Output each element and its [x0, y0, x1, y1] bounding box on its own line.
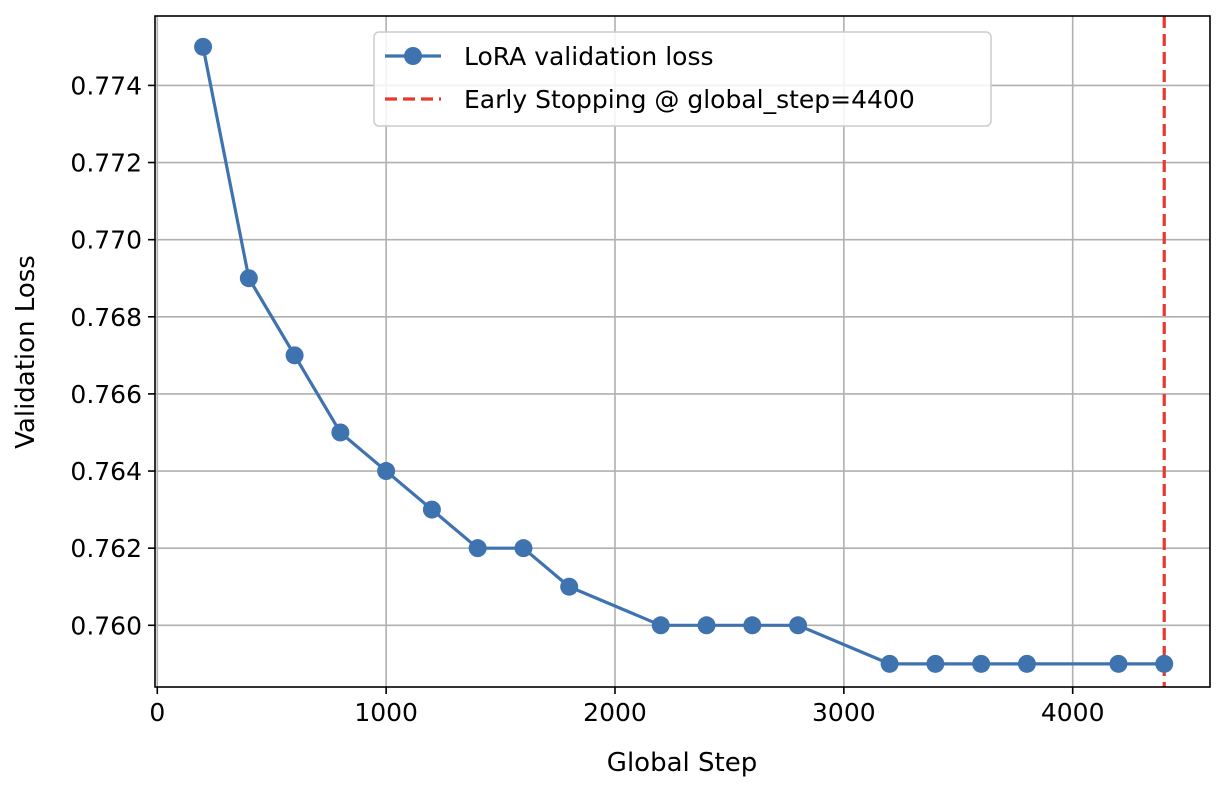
y-tick-label: 0.770	[70, 226, 142, 255]
data-point	[560, 577, 579, 596]
plot-frame	[154, 15, 1211, 688]
data-point	[331, 423, 350, 442]
legend-box	[373, 31, 992, 127]
data-point	[514, 539, 533, 558]
data-point	[239, 269, 258, 288]
y-tick-label: 0.762	[70, 534, 142, 563]
series-line	[201, 46, 1165, 666]
legend-early-stopping-label: Early Stopping @ global_step=4400	[464, 85, 915, 114]
legend-series-marker	[404, 47, 422, 65]
data-point	[468, 539, 487, 558]
data-point	[1017, 654, 1036, 673]
data-point	[285, 346, 304, 365]
data-point	[651, 616, 670, 635]
y-axis-ticks: 0.760 0.762 0.764 0.766 0.768 0.770 0.772 0.774	[70, 71, 155, 640]
y-tick-label: 0.766	[70, 380, 142, 409]
y-tick-label: 0.764	[70, 457, 142, 486]
x-tick-label: 3000	[812, 698, 876, 727]
legend: LoRA validation loss Early Stopping @ gl…	[373, 31, 992, 127]
y-tick-label: 0.760	[70, 611, 142, 640]
x-tick-label: 2000	[583, 698, 647, 727]
data-point	[1155, 654, 1174, 673]
series-layer	[194, 37, 1174, 673]
y-tick-label: 0.772	[70, 149, 142, 178]
x-axis-label: Global Step	[607, 748, 757, 778]
data-point	[377, 462, 396, 481]
x-axis-ticks: 0 1000 2000 3000 4000	[149, 687, 1105, 727]
y-axis-label: Validation Loss	[11, 255, 41, 449]
y-tick-label: 0.774	[70, 71, 142, 100]
data-point	[926, 654, 945, 673]
x-tick-label: 1000	[354, 698, 418, 727]
y-tick-label: 0.768	[70, 303, 142, 332]
data-point	[880, 654, 899, 673]
data-point	[789, 616, 808, 635]
data-point	[1109, 654, 1128, 673]
data-point	[697, 616, 716, 635]
data-point	[743, 616, 762, 635]
data-point	[972, 654, 991, 673]
x-tick-label: 0	[149, 698, 165, 727]
x-tick-label: 4000	[1041, 698, 1105, 727]
data-point	[422, 500, 441, 519]
legend-series-label: LoRA validation loss	[464, 42, 714, 71]
data-point	[194, 37, 213, 56]
